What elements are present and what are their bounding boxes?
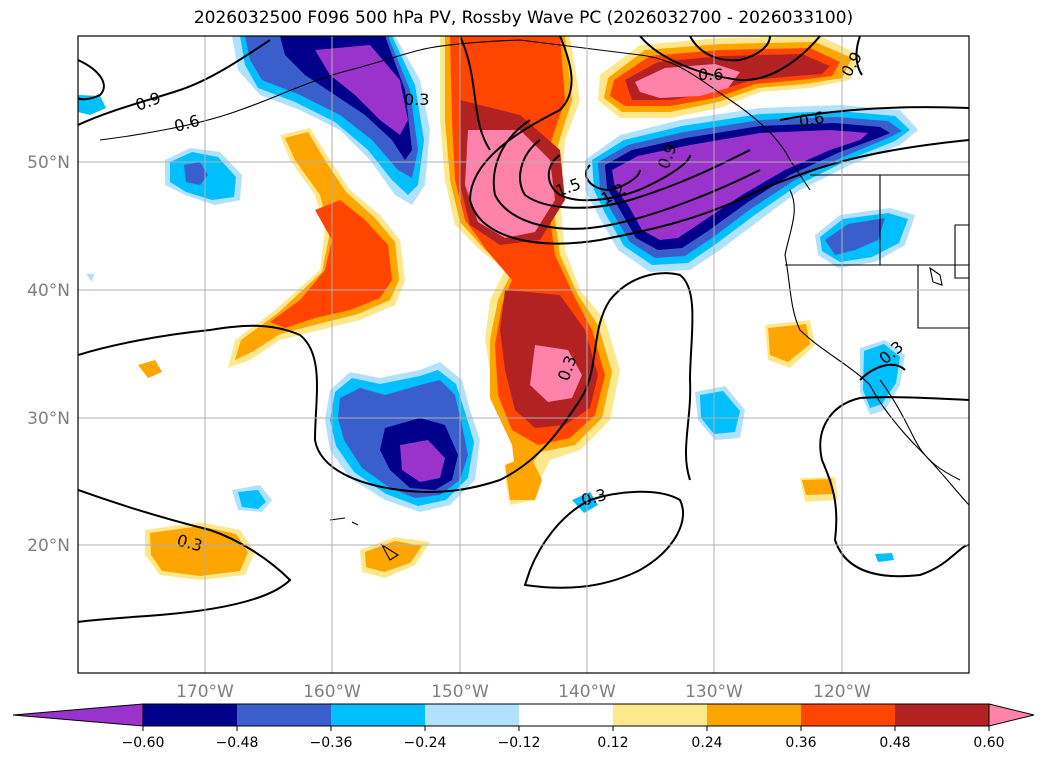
colorbar-segment bbox=[237, 704, 331, 726]
colorbar-segments bbox=[12, 703, 1035, 727]
colorbar-segment bbox=[519, 704, 613, 726]
colorbar-tick-label: −0.12 bbox=[498, 735, 541, 751]
colorbar-tick-label: 0.48 bbox=[879, 735, 910, 751]
colorbar-segment bbox=[895, 704, 989, 726]
lon-label: 170°W bbox=[176, 682, 234, 702]
lat-label: 20°N bbox=[27, 536, 70, 556]
colorbar-tick-label: −0.24 bbox=[404, 735, 447, 751]
colorbar-segment bbox=[331, 704, 425, 726]
colorbar-segment bbox=[425, 704, 519, 726]
lon-label: 120°W bbox=[813, 682, 871, 702]
colorbar-extend-max bbox=[988, 703, 1035, 727]
map-title: 2026032500 F096 500 hPa PV, Rossby Wave … bbox=[193, 8, 854, 28]
colorbar-extend-min bbox=[12, 703, 144, 727]
lon-label: 140°W bbox=[558, 682, 616, 702]
colorbar-segment bbox=[613, 704, 707, 726]
colorbar-tick-label: 0.24 bbox=[691, 735, 722, 751]
colorbar-segment bbox=[801, 704, 895, 726]
contour-label: 0.9 bbox=[133, 88, 163, 115]
colorbar-outline bbox=[142, 703, 990, 727]
colorbar-ticks: −0.60 −0.48 −0.36 −0.24 −0.12 0.12 0.24 0.36 0.4… bbox=[122, 726, 1005, 751]
gridlines bbox=[78, 36, 969, 673]
colorbar-tick-label: 0.60 bbox=[973, 735, 1004, 751]
colorbar: −0.60 −0.48 −0.36 −0.24 −0.12 0.12 0.24 0.36 0.4… bbox=[12, 703, 1035, 751]
colorbar-tick-label: 0.12 bbox=[597, 735, 628, 751]
contour-label: 0.6 bbox=[698, 65, 723, 84]
longitude-labels: 170°W 160°W 150°W 140°W 130°W 120°W bbox=[176, 682, 871, 702]
lat-label: 30°N bbox=[27, 409, 70, 429]
colorbar-tick-label: 0.36 bbox=[785, 735, 816, 751]
lat-label: 40°N bbox=[27, 281, 70, 301]
colorbar-segment bbox=[707, 704, 801, 726]
coastlines bbox=[99, 39, 969, 561]
contour-label: 0.3 bbox=[404, 90, 429, 109]
lat-label: 50°N bbox=[27, 153, 70, 173]
colorbar-tick-label: −0.36 bbox=[310, 735, 353, 751]
contour-label: 0.3 bbox=[579, 485, 609, 510]
lon-label: 130°W bbox=[685, 682, 743, 702]
colorbar-tick-label: −0.60 bbox=[122, 735, 165, 751]
lon-label: 150°W bbox=[431, 682, 489, 702]
plot-frame bbox=[77, 35, 970, 674]
contour-label: 0.6 bbox=[797, 108, 825, 131]
latitude-labels: 50°N 40°N 30°N 20°N bbox=[27, 153, 70, 556]
contour-label: 0.6 bbox=[172, 111, 202, 136]
colorbar-tick-label: −0.48 bbox=[216, 735, 259, 751]
lon-label: 160°W bbox=[303, 682, 361, 702]
colorbar-segment bbox=[143, 704, 237, 726]
